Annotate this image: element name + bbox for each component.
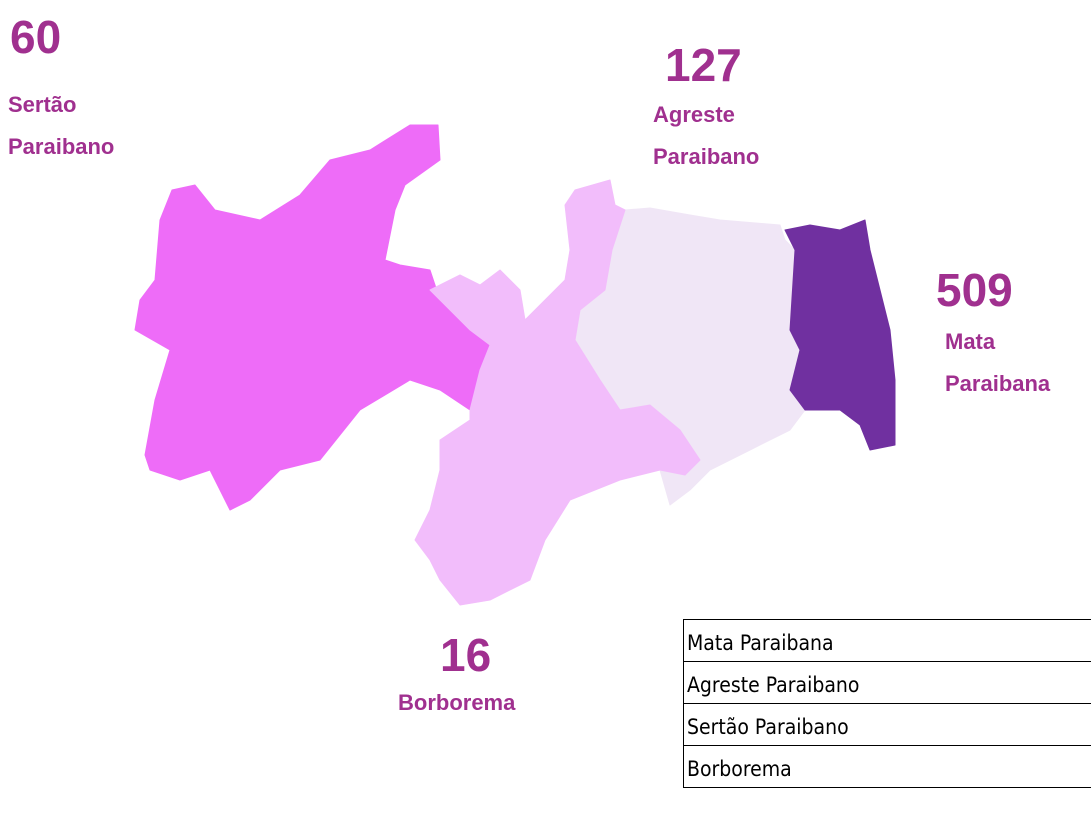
table-row: Sertão Paraibano	[683, 704, 1091, 746]
table: Mata Paraibana Agreste Paraibano Sertão Pa…	[683, 619, 1091, 788]
table-row: Mata Paraibana	[683, 620, 1091, 662]
table-row: Agreste Paraibano	[683, 662, 1091, 704]
region-name: Agreste Paraibano	[653, 102, 760, 169]
region-value: 16	[440, 629, 492, 681]
region-name: Sertão Paraibano	[8, 92, 115, 159]
region	[414, 179, 701, 606]
table-row: Borborema	[683, 746, 1091, 788]
region-value: 509	[936, 264, 1013, 316]
region-value: 60	[10, 11, 62, 63]
region-value: 127	[665, 39, 742, 91]
region-name: Mata Paraibana	[945, 329, 1051, 396]
region	[134, 124, 491, 511]
region-name: Borborema	[398, 690, 516, 715]
region	[784, 219, 896, 451]
